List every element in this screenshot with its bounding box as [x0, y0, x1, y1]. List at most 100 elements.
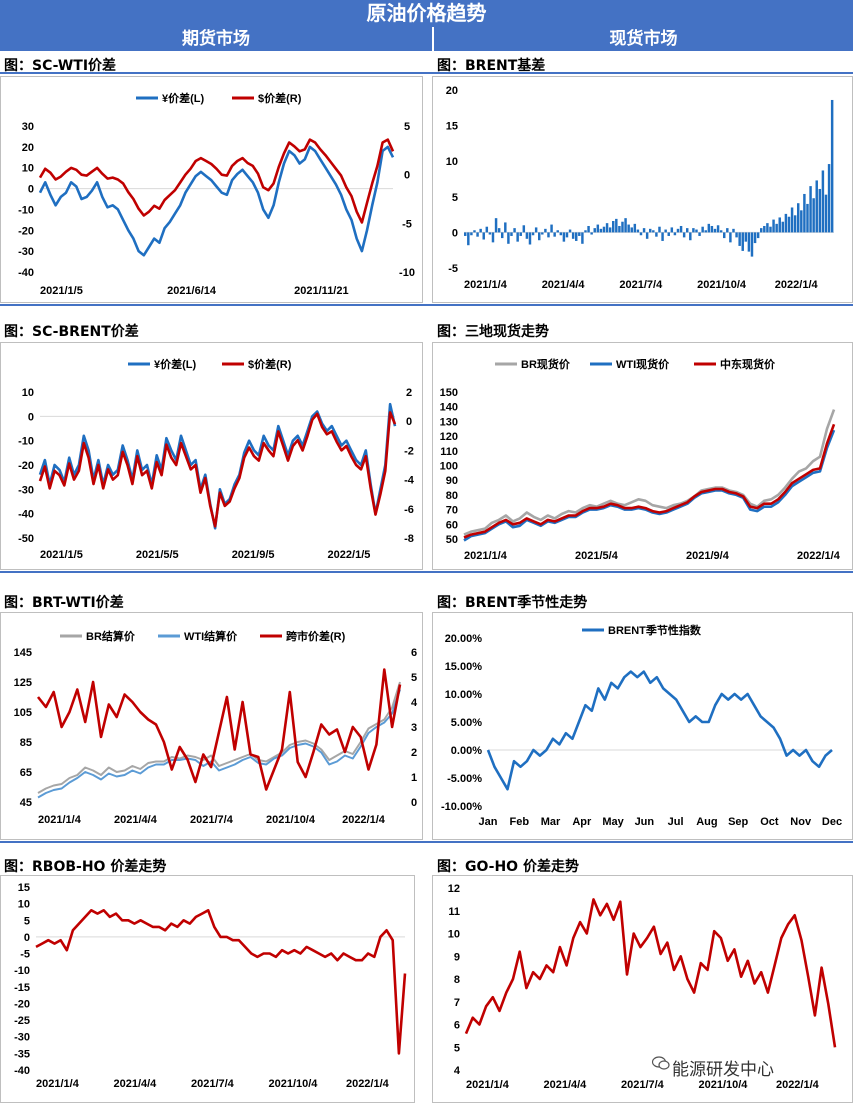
bar [738, 232, 741, 246]
bar [797, 203, 800, 233]
x-tick-label: 2021/4/4 [113, 1078, 157, 1090]
series-line [37, 689, 401, 799]
bar [747, 232, 751, 252]
bar [695, 229, 698, 233]
bar [818, 188, 822, 233]
bar [661, 232, 664, 241]
panel-go-ho [432, 875, 853, 1103]
bar [531, 232, 535, 236]
bar [605, 223, 609, 233]
y-tick-label: 145 [14, 647, 32, 659]
bar [723, 232, 726, 239]
x-tick-label: Nov [790, 816, 812, 828]
y-tick-label: 9 [454, 951, 460, 963]
x-tick-label: 2021/4/4 [114, 814, 158, 826]
futures-market-header: 期货市场 [0, 27, 432, 51]
y2-tick-label: 5 [404, 121, 410, 133]
bar [593, 228, 596, 233]
y2-tick-label: -2 [404, 445, 414, 457]
bar [482, 232, 485, 240]
panel-title: 图：BRENT季节性走势 [437, 595, 588, 611]
y-tick-label: 130 [440, 416, 458, 428]
bar [473, 230, 476, 233]
panel-title: 图：三地现货走势 [437, 324, 549, 340]
y2-tick-label: -6 [404, 504, 414, 516]
bar [692, 228, 695, 233]
series-line [464, 898, 837, 1048]
bar [581, 232, 584, 244]
bar [571, 232, 575, 239]
bar [778, 217, 781, 233]
bar [494, 218, 498, 233]
page-title: 原油价格趋势 [0, 0, 853, 27]
bar [763, 225, 766, 233]
bar [510, 232, 513, 236]
y-tick-label: -20 [14, 998, 30, 1010]
bar [491, 232, 495, 243]
bar [639, 232, 643, 236]
y-tick-label: -5 [20, 949, 30, 961]
bar [612, 221, 615, 233]
x-tick-label: 2021/9/5 [232, 549, 275, 561]
x-tick-label: Aug [696, 816, 717, 828]
panel-sc-wti [0, 76, 423, 303]
bar [781, 221, 785, 233]
bar [479, 228, 482, 233]
legend-label: BRENT季节性指数 [608, 623, 702, 637]
y2-tick-label: -10 [399, 267, 415, 279]
x-tick-label: 2021/4/4 [542, 279, 586, 291]
bar [627, 224, 630, 233]
x-tick-label: 2022/1/4 [776, 1079, 820, 1091]
x-tick-label: Sep [728, 816, 748, 828]
legend-label: 跨市价差(R) [286, 629, 346, 643]
y2-tick-label: 0 [404, 170, 410, 182]
series-line [486, 670, 833, 791]
bar [621, 221, 624, 233]
x-tick-label: Mar [541, 816, 561, 828]
bar [568, 229, 572, 233]
x-tick-label: 2021/1/5 [40, 549, 83, 561]
bar [809, 186, 812, 233]
bar [504, 222, 507, 233]
x-tick-label: 2021/9/4 [686, 550, 730, 562]
panel-title: 图：BRENT基差 [437, 58, 546, 74]
bar [544, 228, 547, 233]
legend-label: BR现货价 [521, 357, 571, 371]
bar [815, 180, 818, 233]
panel-brent-basis [432, 76, 853, 303]
bar [775, 223, 778, 233]
bar [670, 227, 674, 233]
y-tick-label: -10.00% [441, 801, 482, 813]
bar [608, 227, 612, 233]
y-tick-label: 0 [24, 932, 30, 944]
bar [633, 223, 637, 233]
bar [744, 232, 748, 242]
bar [821, 170, 825, 233]
x-tick-label: 2021/1/5 [40, 285, 83, 297]
bar [803, 193, 806, 233]
bar [729, 232, 732, 243]
y-tick-label: 15 [446, 121, 458, 133]
x-tick-label: Jun [635, 816, 655, 828]
y-tick-label: 90 [446, 475, 458, 487]
y-tick-label: 30 [22, 121, 34, 133]
x-tick-label: 2022/1/5 [328, 549, 371, 561]
y2-tick-label: 1 [411, 772, 417, 784]
bar [470, 232, 473, 236]
x-tick-label: Feb [509, 816, 529, 828]
bar [769, 226, 772, 233]
x-tick-label: 2021/1/4 [464, 550, 508, 562]
bar [528, 232, 532, 245]
y-tick-label: -5.00% [447, 773, 482, 785]
bar [726, 228, 729, 233]
bar [645, 232, 649, 239]
x-tick-label: 2021/10/4 [697, 279, 747, 291]
bar [713, 228, 717, 233]
brent-basis-chart: 20 15 10 5 0 -5 2021/1/4 2021/4/4 2021/7/4 2021/1… [446, 85, 834, 291]
y-tick-label: 10.00% [445, 689, 483, 701]
x-tick-label: 2021/7/4 [190, 814, 234, 826]
bar [507, 232, 510, 244]
x-tick-label: 2021/7/4 [619, 279, 663, 291]
bar [618, 225, 621, 233]
x-tick-label: 2021/5/5 [136, 549, 179, 561]
